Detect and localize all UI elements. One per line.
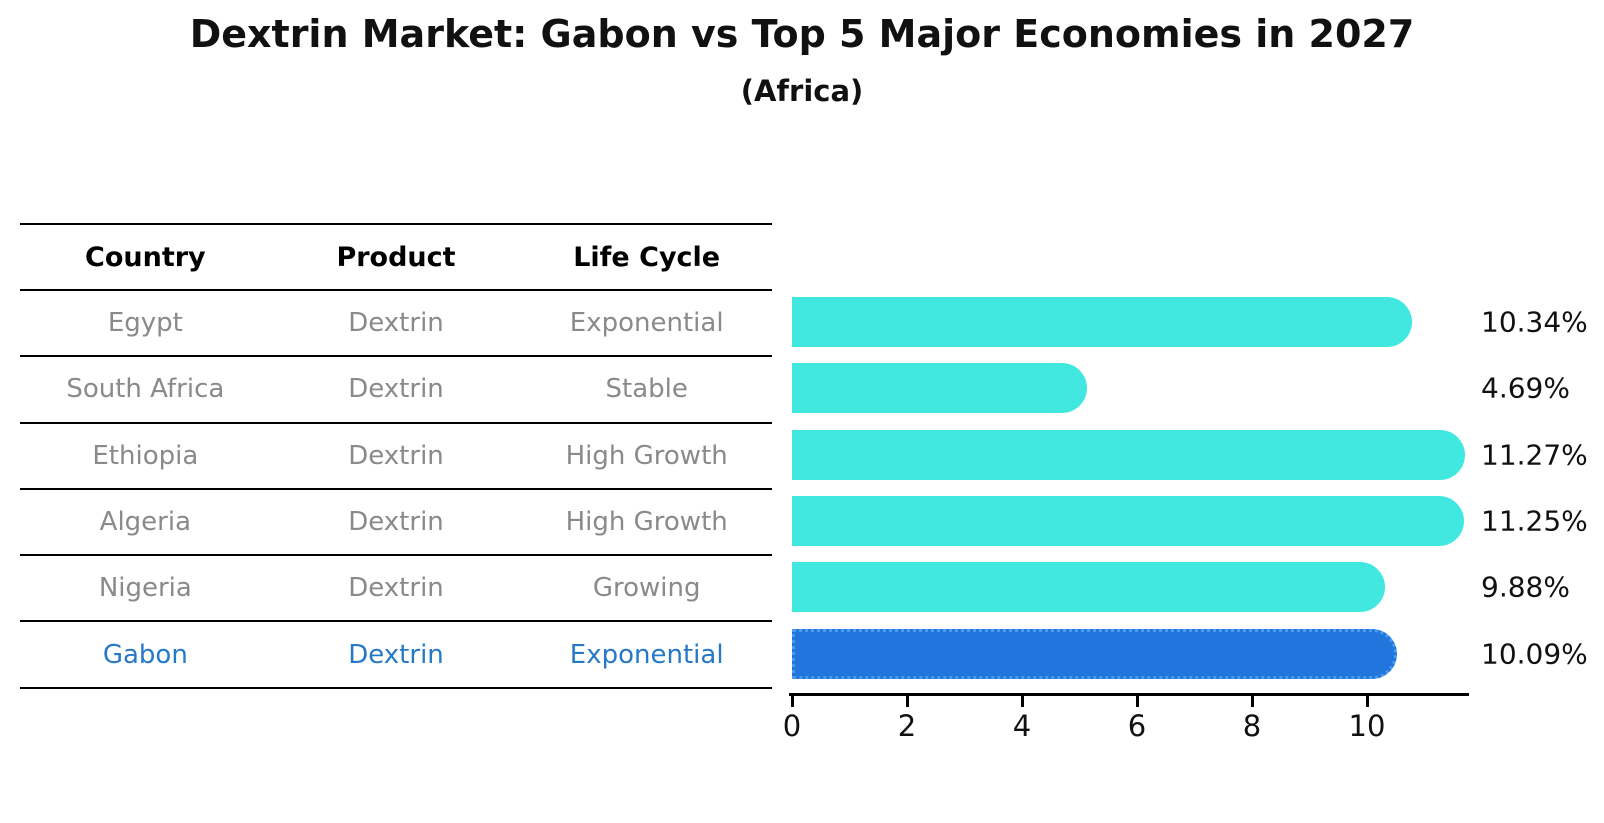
x-axis-line <box>789 693 1469 696</box>
cell-country: Nigeria <box>98 573 192 604</box>
cell-country: Algeria <box>99 507 192 538</box>
x-tick-mark <box>1365 696 1369 707</box>
cell-product: Dextrin <box>348 440 444 471</box>
cell-lifecycle: Exponential <box>569 639 724 670</box>
x-tick-mark <box>1020 696 1024 707</box>
table-body: Egypt Dextrin Exponential South Africa Dextr… <box>20 289 772 689</box>
bar-value-label: 4.69% <box>1481 371 1570 405</box>
cell-product: Dextrin <box>348 639 444 670</box>
bar <box>792 495 1464 546</box>
x-tick-mark <box>1135 696 1139 707</box>
bar <box>792 363 1087 414</box>
cell-lifecycle: High Growth <box>565 440 728 471</box>
bar-highlighted <box>792 628 1398 679</box>
bar-value-label: 11.27% <box>1481 438 1588 472</box>
table-header-row: Country Product Life Cycle <box>20 223 772 289</box>
table-row: South Africa Dextrin Stable <box>20 355 772 421</box>
table-header-product: Product <box>336 241 456 273</box>
country-table: Country Product Life Cycle Egypt Dextrin E… <box>20 223 772 689</box>
bar-value-label: 10.09% <box>1481 637 1588 670</box>
table-row: Ethiopia Dextrin High Growth <box>20 421 772 488</box>
chart-subtitle: (Africa) <box>740 74 864 108</box>
table-row: Algeria Dextrin High Growth <box>20 487 772 554</box>
cell-lifecycle: High Growth <box>565 507 728 538</box>
cell-product: Dextrin <box>348 374 444 405</box>
x-tick-label: 4 <box>1012 709 1032 743</box>
table-header-country: Country <box>85 241 206 273</box>
cell-country: Gabon <box>102 639 188 670</box>
x-tick-label: 0 <box>782 709 802 743</box>
cell-lifecycle: Stable <box>605 374 688 405</box>
x-tick-mark <box>1250 696 1254 707</box>
bar <box>792 297 1412 347</box>
cell-product: Dextrin <box>348 308 444 339</box>
cell-country: Egypt <box>107 308 183 339</box>
bar <box>792 429 1466 480</box>
table-row: Nigeria Dextrin Growing <box>20 554 772 620</box>
x-tick-label: 6 <box>1127 709 1147 743</box>
x-tick-label: 10 <box>1348 709 1386 743</box>
x-tick-label: 8 <box>1242 709 1262 743</box>
bar <box>792 562 1386 613</box>
cell-lifecycle: Exponential <box>569 308 724 339</box>
cell-lifecycle: Growing <box>592 573 701 604</box>
cell-country: South Africa <box>66 374 225 405</box>
cell-country: Ethiopia <box>92 440 199 471</box>
bar-value-label: 11.25% <box>1481 504 1588 538</box>
x-tick-mark <box>790 696 794 707</box>
x-tick-mark <box>905 696 909 707</box>
x-tick-label: 2 <box>897 709 917 743</box>
cell-product: Dextrin <box>348 573 444 604</box>
table-row: Gabon Dextrin Exponential <box>20 620 772 689</box>
table-header-lifecycle: Life Cycle <box>573 241 721 273</box>
bar-value-label: 10.34% <box>1481 305 1588 339</box>
chart-title: Dextrin Market: Gabon vs Top 5 Major Eco… <box>189 12 1415 56</box>
table-row: Egypt Dextrin Exponential <box>20 289 772 355</box>
bar-value-label: 9.88% <box>1481 570 1570 604</box>
cell-product: Dextrin <box>348 507 444 538</box>
